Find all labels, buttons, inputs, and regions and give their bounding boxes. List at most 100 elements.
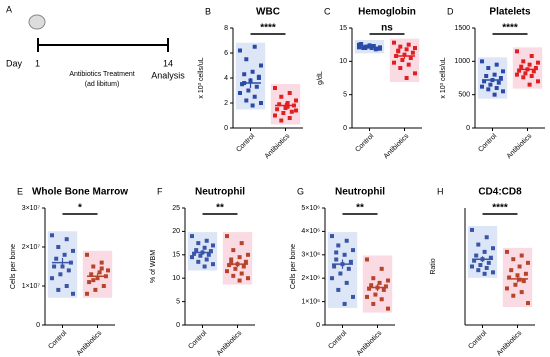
data-point [89,272,94,277]
data-point [400,58,405,62]
data-point [202,245,207,250]
data-point [526,301,530,306]
data-point [348,259,353,264]
data-point [250,103,255,108]
x-tick-label: Antibiotics [76,329,104,357]
data-point [198,253,203,258]
data-point [285,101,290,105]
y-tick-label: 0 [343,125,347,132]
data-point [194,248,199,253]
x-tick-label: Control [187,329,208,350]
treatment: Antibiotics Treatment [69,71,134,78]
data-point [244,57,249,62]
data-point [379,297,384,302]
chart-title: CD4:CD8 [478,187,522,198]
data-point [523,271,528,276]
panel: E Whole Bone Marrow Cells per bone 0 1×10⁷ 2×… [10,186,128,357]
data-point [50,276,54,281]
y-axis-label: % of WBM [150,250,157,283]
data-point [413,71,417,76]
data-point [515,49,519,54]
mouse-icon [28,14,46,30]
data-point [513,282,518,287]
data-point [529,74,534,78]
y-tick-label: 3×10⁶ [301,252,320,259]
group-shade [389,38,420,82]
data-point [85,291,89,296]
data-point [273,113,277,118]
data-point [398,44,403,49]
data-point [507,275,512,280]
data-point [106,268,110,273]
data-point [470,227,474,232]
x-tick-label: Control [47,329,68,350]
chart-title: Neutrophil [335,187,385,198]
data-point [242,72,247,77]
chart-title: Neutrophil [195,187,245,198]
data-point [259,63,263,68]
data-point [334,257,339,262]
data-point [204,238,209,243]
y-tick-label: 8 [224,25,228,32]
data-point [62,252,67,257]
x-tick-label: Antibiotics [356,329,384,357]
y-tick-label: 2×10⁷ [22,244,41,251]
data-point [501,89,505,94]
data-point [379,266,384,271]
data-point [294,108,298,113]
data-point [231,273,236,278]
data-point [482,79,487,84]
data-point [396,48,401,53]
data-point [285,104,290,109]
panel-label: G [297,186,304,196]
panel: G Neutrophil Cells per bone 0 1×10⁶ 2×10⁶ 3×10… [290,186,395,357]
data-point [410,50,415,55]
x-tick-label: Antibiotics [506,132,534,160]
data-point [365,294,369,299]
significance: **** [502,23,518,34]
data-point [351,248,355,253]
data-point [336,287,341,292]
data-point [190,255,194,260]
data-point [71,291,75,296]
data-point [484,74,489,78]
data-point [97,270,102,275]
panel-label: A [6,4,12,14]
data-point [491,246,495,251]
data-point [386,306,390,311]
data-point [294,98,298,103]
data-point [470,264,474,269]
x-tick-label: Control [477,132,498,153]
significance: **** [260,23,276,34]
x-tick-label: Control [235,132,256,153]
data-point [531,69,536,74]
data-point [244,98,249,103]
data-point [511,257,516,262]
data-point [511,293,516,298]
data-point [496,80,501,85]
data-point [359,42,364,46]
data-point [346,266,351,271]
data-point [85,252,89,257]
data-point [392,40,396,45]
panel-label: B [205,6,211,16]
y-tick-label: 10 [339,58,347,65]
data-point [196,259,201,264]
data-point [498,76,503,80]
y-tick-label: 4 [224,75,228,82]
data-point [50,233,54,238]
data-point [281,111,286,115]
data-point [488,255,493,260]
panel: D Platelets x 10³ cells/uL 0 500 1000 1500 Cont… [440,6,545,160]
data-point [336,243,341,248]
data-point [342,252,347,257]
data-point [238,91,242,95]
y-tick-label: 1500 [454,25,470,32]
panel: B WBC x 10³ cells/uL 0 2 4 6 8 Control Antibiotic… [198,6,303,160]
y-tick-label: 20 [172,228,180,235]
x-tick-label: Antibiotics [383,132,411,160]
data-point [492,92,497,97]
data-point [237,278,242,283]
data-point [66,268,71,273]
data-point [492,72,497,77]
